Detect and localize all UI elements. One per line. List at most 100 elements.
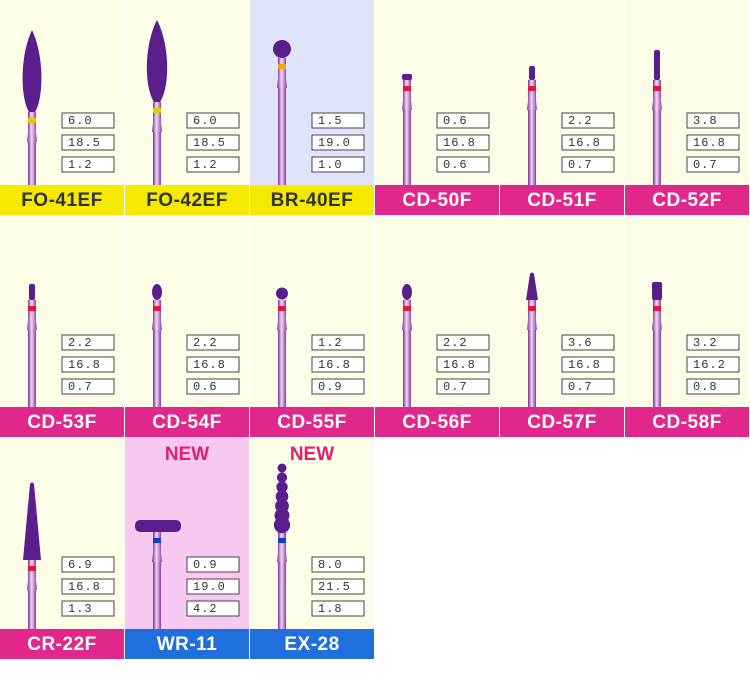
shank: [153, 532, 161, 629]
bur-head: [276, 287, 288, 300]
spec-box: [186, 356, 240, 373]
shank: [653, 80, 661, 185]
spec-value: 16.8: [568, 136, 601, 150]
spec-value: 0.6: [193, 380, 218, 394]
bur-head: [275, 490, 289, 503]
spec-box: [686, 378, 740, 395]
label-bar: [125, 407, 249, 437]
spec-value: 1.2: [318, 336, 343, 350]
spec-box: [311, 156, 365, 173]
spec-value: 18.5: [68, 136, 101, 150]
spec-box: [561, 134, 615, 151]
bur-illustration: [652, 282, 662, 407]
product-code: CR-22F: [27, 634, 97, 655]
spec-box: [561, 112, 615, 129]
spec-box: [61, 356, 115, 373]
spec-box: [311, 134, 365, 151]
label-bar: [625, 407, 749, 437]
spec-box: [61, 556, 115, 573]
product-code: CD-56F: [402, 412, 472, 433]
bur-head: [654, 50, 660, 80]
label-bar: [250, 629, 374, 659]
ring: [278, 306, 286, 311]
ring: [403, 86, 411, 91]
shank: [28, 560, 36, 629]
cell: [125, 0, 249, 185]
ring: [653, 306, 661, 311]
ring: [28, 306, 36, 311]
bur-illustration: [402, 284, 412, 407]
cell: [500, 218, 624, 407]
spec-box: [186, 134, 240, 151]
product-code: CD-54F: [152, 412, 222, 433]
label-bar: [500, 407, 624, 437]
spec-value: 1.8: [318, 602, 343, 616]
bur-illustration: [152, 284, 162, 407]
spec-value: 3.8: [693, 114, 718, 128]
cell: [125, 437, 249, 629]
spec-box: [186, 600, 240, 617]
spec-value: 16.2: [693, 358, 726, 372]
product-code: CD-51F: [527, 190, 597, 211]
spec-box: [311, 356, 365, 373]
ring: [403, 306, 411, 311]
spec-value: 2.2: [193, 336, 218, 350]
spec-box: [311, 112, 365, 129]
spec-value: 6.9: [68, 558, 93, 572]
label-bar: [375, 407, 499, 437]
cell: [250, 437, 374, 629]
cell: [375, 0, 499, 185]
cell: [375, 218, 499, 407]
shank: [403, 300, 411, 407]
bur-head: [273, 40, 291, 58]
spec-value: 18.5: [193, 136, 226, 150]
cell: [625, 0, 749, 185]
ring: [528, 306, 536, 311]
spec-box: [686, 334, 740, 351]
spec-box: [61, 112, 115, 129]
bur-head: [23, 482, 41, 560]
shank: [28, 300, 36, 407]
bur-illustration: [402, 74, 412, 185]
spec-value: 1.0: [318, 158, 343, 172]
spec-value: 3.6: [568, 336, 593, 350]
spec-value: 0.6: [443, 114, 468, 128]
spec-box: [311, 378, 365, 395]
spec-box: [686, 356, 740, 373]
cell: [250, 0, 374, 185]
spec-value: 0.9: [193, 558, 218, 572]
spec-box: [561, 378, 615, 395]
ring: [153, 108, 161, 113]
spec-box: [61, 156, 115, 173]
spec-value: 0.7: [568, 380, 593, 394]
spec-value: 0.7: [693, 158, 718, 172]
bur-illustration: [526, 272, 538, 407]
spec-box: [436, 356, 490, 373]
spec-value: 8.0: [318, 558, 343, 572]
bur-head: [146, 20, 168, 102]
bur-head: [276, 472, 288, 483]
spec-value: 16.8: [693, 136, 726, 150]
spec-box: [686, 156, 740, 173]
shank: [278, 58, 286, 185]
bur-illustration: [652, 50, 662, 185]
spec-box: [186, 156, 240, 173]
product-code: FO-42EF: [146, 190, 228, 211]
spec-value: 2.2: [568, 114, 593, 128]
bur-head: [526, 272, 538, 300]
spec-value: 0.7: [443, 380, 468, 394]
spec-box: [311, 600, 365, 617]
shank: [528, 80, 536, 185]
bur-illustration: [23, 482, 41, 629]
label-bar: [375, 185, 499, 215]
spec-value: 2.2: [68, 336, 93, 350]
spec-box: [186, 556, 240, 573]
product-code: CD-58F: [652, 412, 722, 433]
spec-box: [311, 556, 365, 573]
bur-head: [135, 520, 181, 532]
spec-value: 6.0: [68, 114, 93, 128]
label-bar: [500, 185, 624, 215]
spec-value: 6.0: [193, 114, 218, 128]
ring: [153, 306, 161, 311]
spec-box: [61, 134, 115, 151]
